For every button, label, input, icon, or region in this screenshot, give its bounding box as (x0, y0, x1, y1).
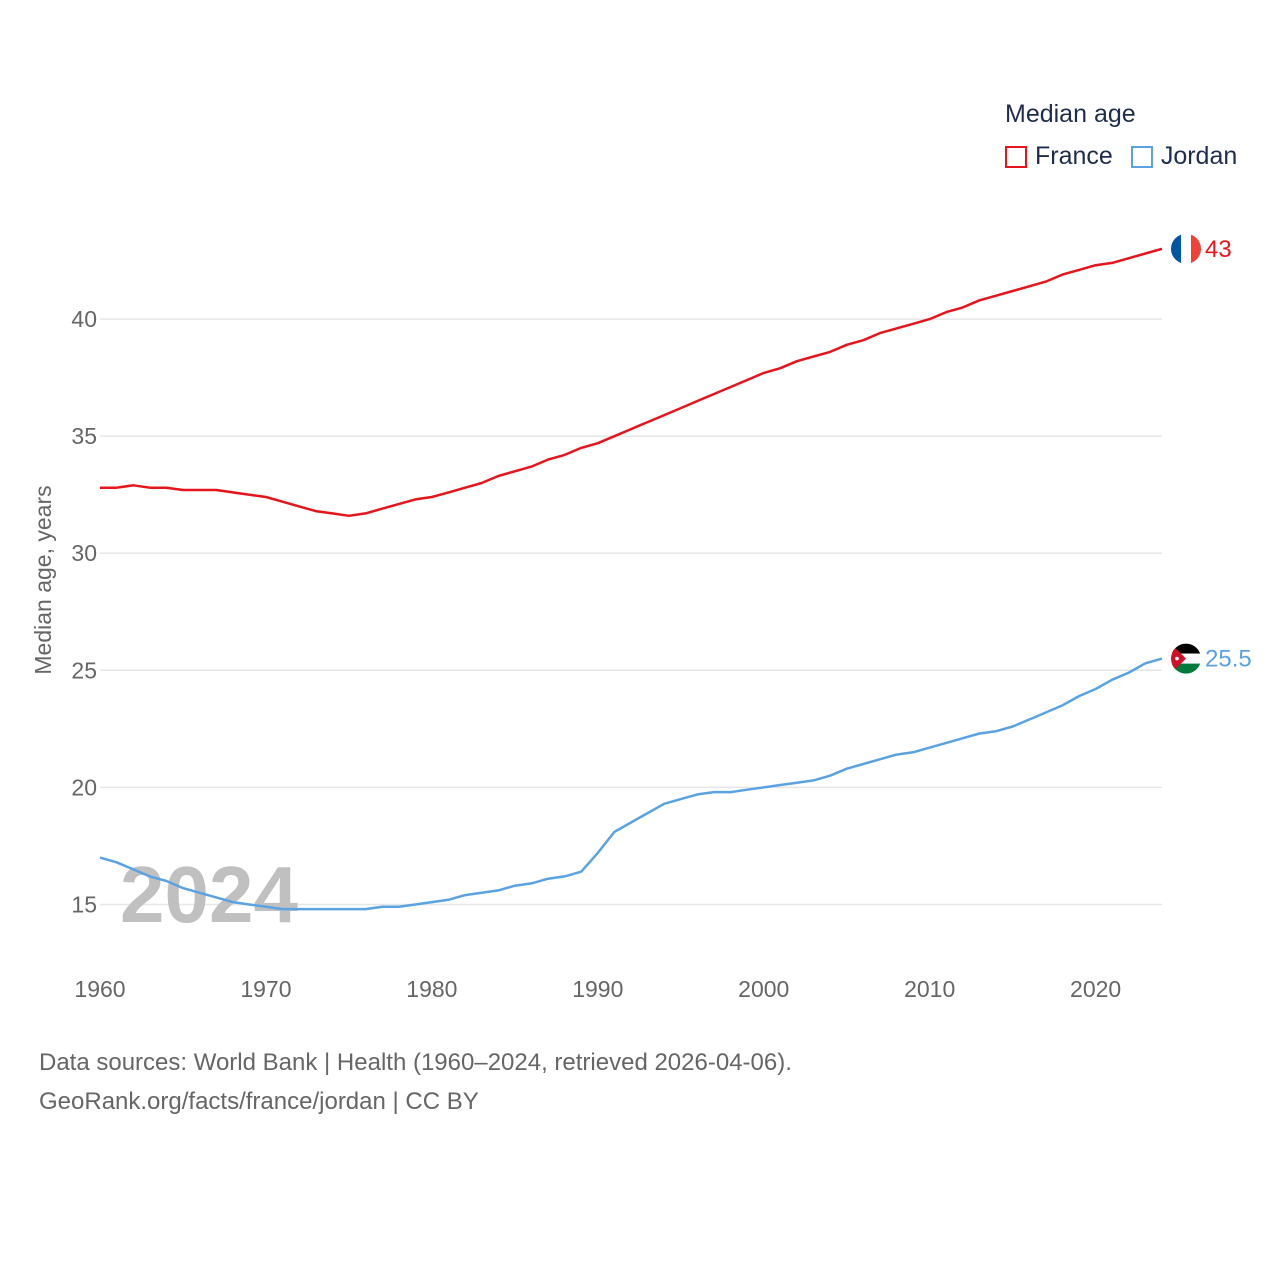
x-tick-label-1980: 1980 (406, 976, 457, 1002)
y-tick-label-20: 20 (71, 774, 97, 800)
x-tick-label-2020: 2020 (1070, 976, 1121, 1002)
legend-label-jordan: Jordan (1160, 142, 1238, 170)
attribution-link[interactable]: GeoRank.org/facts/france/jordan | CC BY (39, 1088, 479, 1115)
x-tick-label-2000: 2000 (738, 976, 789, 1002)
data-sources-text: Data sources: World Bank | Health (1960–… (39, 1049, 792, 1076)
y-tick-label-35: 35 (71, 423, 97, 449)
footer: Data sources: World Bank | Health (1960–… (39, 1043, 792, 1121)
legend-swatch-jordan (1130, 145, 1153, 168)
legend-swatch-france (1005, 145, 1027, 168)
legend-item-jordan[interactable]: Jordan (1130, 142, 1238, 171)
jordan-flag-icon (1171, 643, 1201, 674)
end-label-france: 43 (1205, 236, 1232, 263)
legend-title: Median age (1005, 100, 1136, 128)
x-tick-labels: 1960 1970 1980 1990 2000 2010 2020 (74, 976, 1121, 1002)
y-tick-labels: 15 20 25 30 35 40 (71, 306, 97, 917)
y-tick-label-30: 30 (71, 540, 97, 566)
x-tick-label-1970: 1970 (240, 976, 291, 1002)
x-tick-label-1990: 1990 (572, 976, 623, 1002)
legend: France Jordan (1005, 142, 1255, 171)
legend-item-france[interactable]: France (1005, 142, 1113, 171)
x-tick-label-1960: 1960 (74, 976, 125, 1002)
legend-label-france: France (1035, 142, 1113, 170)
series-line-france[interactable] (100, 247, 1163, 518)
y-tick-label-25: 25 (71, 657, 97, 683)
series-line-jordan[interactable] (99, 657, 1163, 911)
x-tick-label-2010: 2010 (904, 976, 955, 1002)
series-lines (99, 247, 1163, 911)
y-tick-label-15: 15 (71, 891, 97, 917)
series-end-markers: 43 25.5 (1171, 233, 1252, 674)
gridlines (100, 318, 1162, 906)
france-flag-icon (1171, 233, 1201, 264)
y-tick-label-40: 40 (71, 306, 97, 332)
end-label-jordan: 25.5 (1205, 646, 1252, 673)
y-axis-title: Median age, years (30, 485, 56, 674)
